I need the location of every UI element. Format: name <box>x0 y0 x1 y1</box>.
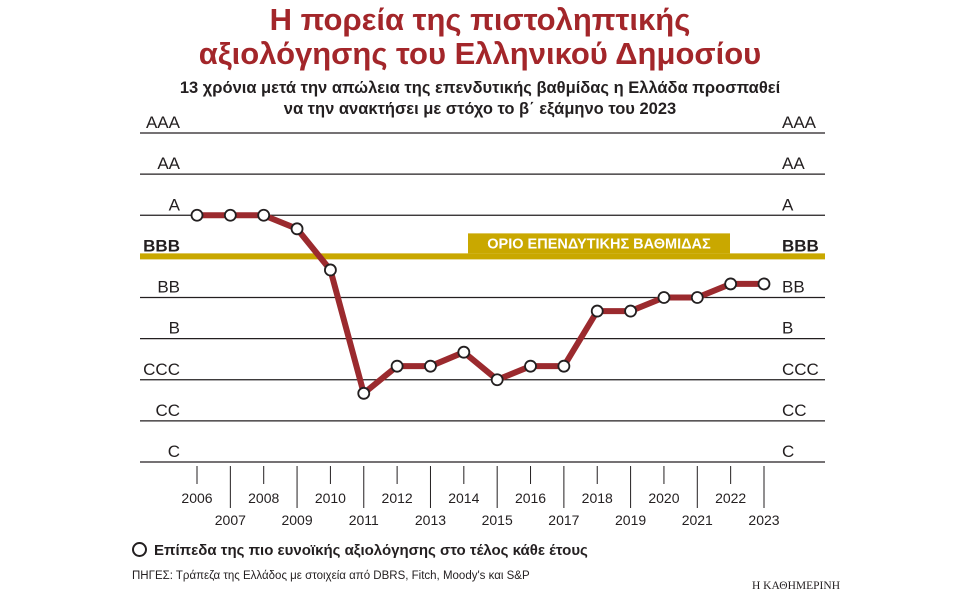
rating-point-2014 <box>457 345 471 359</box>
rating-point-2006 <box>190 208 204 222</box>
y-tick-left-c: C <box>168 442 180 461</box>
rating-point-2009 <box>290 222 304 236</box>
rating-point-2021 <box>690 291 704 304</box>
rating-point-2023 <box>757 277 771 291</box>
x-tick-label-2015: 2015 <box>482 512 513 528</box>
x-tick-label-2009: 2009 <box>281 512 312 528</box>
x-tick-label-2013: 2013 <box>415 512 446 528</box>
rating-point-2016 <box>524 359 537 373</box>
threshold-line <box>140 253 825 260</box>
rating-point-2013 <box>424 359 437 373</box>
x-tick-label-2017: 2017 <box>548 512 579 528</box>
y-tick-left-aaa: AAA <box>146 113 181 132</box>
threshold-label-box <box>468 233 730 254</box>
rating-point-2020 <box>657 291 671 304</box>
y-tick-left-ccc: CCC <box>143 360 180 379</box>
x-tick-label-2020: 2020 <box>648 490 679 506</box>
y-tick-right-c: C <box>782 442 794 461</box>
chart-subtitle-line2: να την ανακτήσει με στόχο το β΄ εξάμηνο … <box>283 100 677 118</box>
y-tick-right-b: B <box>782 319 793 338</box>
x-tick-label-2007: 2007 <box>215 512 246 528</box>
rating-point-2011 <box>357 386 371 400</box>
x-tick-label-2014: 2014 <box>448 490 479 506</box>
x-tick-label-2018: 2018 <box>582 490 613 506</box>
y-tick-left-bbb: BBB <box>143 236 180 255</box>
y-tick-left-b: B <box>169 319 180 338</box>
rating-point-2019 <box>624 304 637 318</box>
publisher-credit: Η ΚΑΘΗΜΕΡΙΝΗ <box>751 580 840 592</box>
y-tick-right-aa: AA <box>782 154 805 173</box>
y-tick-left-cc: CC <box>155 401 180 420</box>
y-tick-right-cc: CC <box>782 401 807 420</box>
x-tick-label-2010: 2010 <box>315 490 346 506</box>
y-tick-right-a: A <box>782 195 794 214</box>
y-tick-right-bbb: BBB <box>782 236 819 255</box>
y-tick-right-aaa: AAA <box>782 113 817 132</box>
rating-point-2018 <box>590 304 604 318</box>
x-tick-label-2011: 2011 <box>349 512 379 528</box>
rating-point-2015 <box>490 373 504 387</box>
x-tick-label-2008: 2008 <box>248 490 279 506</box>
legend-label: Επίπεδα της πιο ευνοϊκής αξιολόγησης στο… <box>154 542 588 559</box>
x-tick-label-2019: 2019 <box>615 512 646 528</box>
rating-point-2012 <box>390 359 404 373</box>
chart-legend: Επίπεδα της πιο ευνοϊκής αξιολόγησης στο… <box>132 542 588 559</box>
x-tick-label-2006: 2006 <box>181 490 212 506</box>
rating-point-2007 <box>223 208 237 222</box>
y-tick-right-bb: BB <box>782 278 805 297</box>
chart-title-line1: Η πορεία της πιστοληπτικής <box>269 2 691 37</box>
chart-title-line2: αξιολόγησης του Ελληνικού Δημοσίου <box>198 36 762 71</box>
rating-point-2017 <box>557 359 571 373</box>
y-tick-left-bb: BB <box>157 278 180 297</box>
rating-point-2008 <box>257 208 271 222</box>
threshold-label: ΟΡΙΟ ΕΠΕΝΔΥΤΙΚΗΣ ΒΑΘΜΙΔΑΣ <box>487 236 711 252</box>
legend-marker-icon <box>132 542 147 557</box>
y-tick-right-ccc: CCC <box>782 360 819 379</box>
x-tick-label-2023: 2023 <box>748 512 779 528</box>
y-tick-left-aa: AA <box>157 154 180 173</box>
x-tick-label-2022: 2022 <box>715 490 746 506</box>
x-tick-label-2016: 2016 <box>515 490 546 506</box>
rating-point-2010 <box>324 263 337 277</box>
chart-subtitle-line1: 13 χρόνια μετά την απώλεια της επενδυτικ… <box>179 79 781 97</box>
x-tick-label-2021: 2021 <box>682 512 713 528</box>
y-tick-left-a: A <box>169 195 181 214</box>
rating-point-2022 <box>724 277 738 291</box>
x-tick-label-2012: 2012 <box>382 490 413 506</box>
sources-note: ΠΗΓΕΣ: Τράπεζα της Ελλάδος με στοιχεία α… <box>132 570 530 582</box>
